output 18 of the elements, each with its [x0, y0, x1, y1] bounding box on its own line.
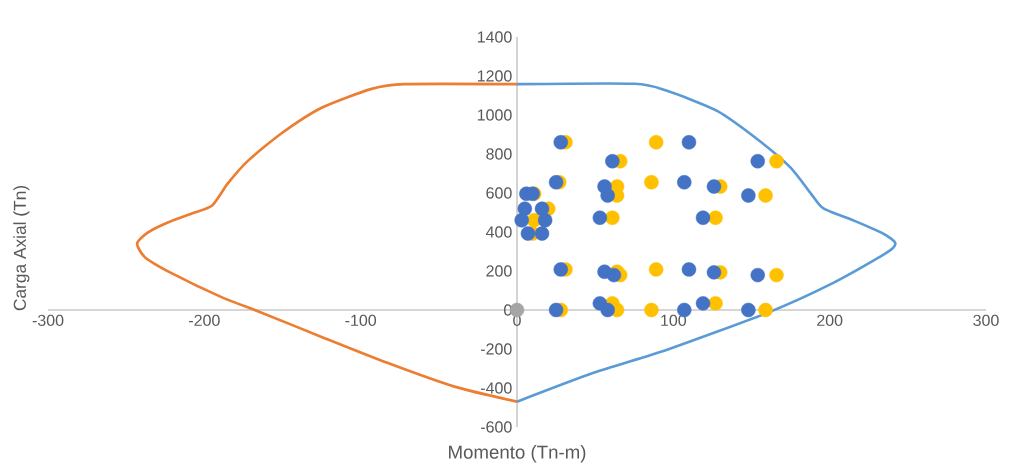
- y-tick-label: -400: [480, 382, 512, 394]
- y-tick-label: -200: [480, 343, 512, 355]
- y-tick-label: 200: [486, 265, 512, 277]
- y-axis-title: Carga Axial (Tn): [13, 186, 30, 311]
- x-tick-label: -100: [345, 314, 377, 327]
- y-tick-label: -600: [480, 421, 512, 433]
- y-tick-label: 600: [486, 187, 512, 199]
- x-tick-label: 300: [973, 314, 999, 327]
- x-tick-label: 200: [817, 314, 843, 327]
- y-tick-label: 400: [485, 226, 512, 238]
- y-tick-label: 800: [486, 148, 512, 160]
- y-tick-label: 1400: [477, 31, 512, 43]
- x-tick-label: 100: [661, 314, 687, 327]
- x-axis-title: Momento (Tn-m): [449, 445, 586, 463]
- y-tick-label: 1000: [477, 109, 512, 121]
- y-tick-label: 1200: [477, 70, 512, 82]
- x-tick-label: -300: [32, 314, 64, 327]
- x-tick-label: -200: [189, 314, 220, 327]
